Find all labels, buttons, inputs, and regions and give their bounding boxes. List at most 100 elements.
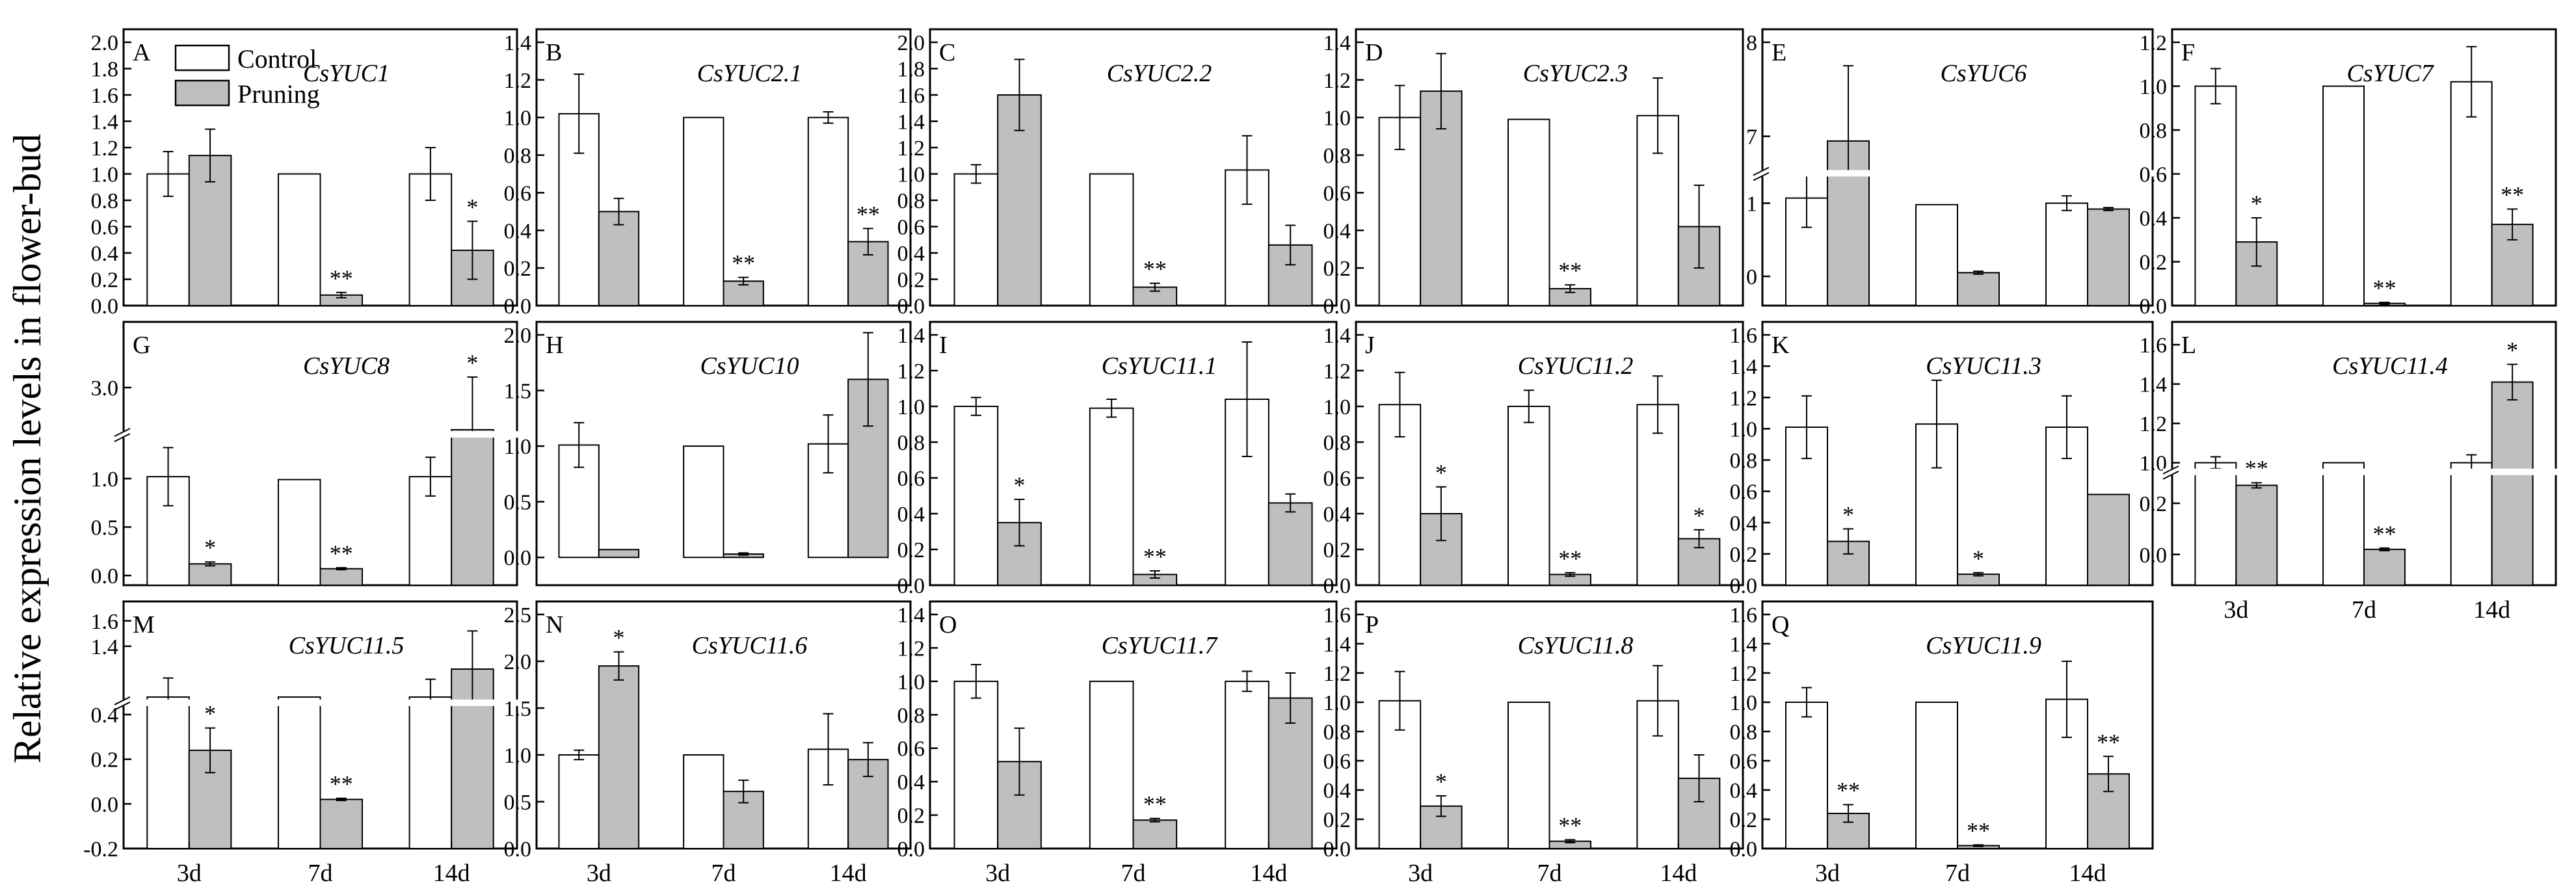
significance-mark: *	[2506, 337, 2518, 363]
y-tick-label: 1.0	[2140, 75, 2168, 99]
panel-letter: K	[1772, 332, 1790, 359]
y-tick-label: 2.0	[504, 324, 532, 348]
y-tick-label: 0.2	[2140, 251, 2168, 275]
panel-letter: E	[1772, 39, 1786, 66]
control-bar-7d	[2322, 462, 2365, 586]
y-tick-label: 0.2	[91, 269, 119, 293]
y-tick-label: 0.0	[91, 564, 119, 588]
y-tick-label: 0.5	[91, 516, 119, 540]
y-tick-label: 1.2	[2140, 412, 2168, 436]
y-tick-label: 0.2	[1323, 808, 1351, 832]
main-y-axis-label: Relative expression levels in flower-bud	[6, 134, 49, 764]
gene-title: CsYUC11.6	[692, 632, 808, 659]
control-bar-14d	[2045, 202, 2088, 306]
control-bar-3d	[953, 680, 999, 850]
control-bar-7d	[1089, 680, 1134, 850]
y-tick-label: 0.5	[504, 791, 532, 815]
significance-mark: **	[1143, 791, 1167, 817]
panel-frame	[535, 321, 912, 586]
pruning-bar-7d	[319, 798, 364, 850]
y-tick-label: 1.2	[1730, 386, 1758, 410]
y-tick-label: 3.0	[91, 376, 119, 401]
y-tick-label: 1.4	[1323, 31, 1351, 55]
control-bar-14d	[1225, 680, 1269, 850]
control-bar-7d	[683, 445, 724, 559]
pruning-bar-3d	[598, 549, 640, 559]
pruning-bar-14d	[1268, 502, 1313, 586]
significance-mark: *	[1842, 501, 1854, 527]
gene-title: CsYUC6	[1940, 60, 2026, 87]
y-tick-label: 0.0	[1323, 295, 1351, 319]
y-tick-label: 0.8	[1323, 431, 1351, 455]
y-tick-label: 2.5	[504, 603, 532, 627]
control-bar-3d	[2194, 462, 2237, 586]
legend-control-label: Control	[237, 44, 317, 73]
y-tick-label: 1.5	[504, 697, 532, 721]
panel-C: 0.00.2 0.40.6 0.81.01.21.4 1.61.8 2.0 C CsYUC2…	[897, 28, 1338, 319]
gene-title: CsYUC11.1	[1102, 352, 1217, 380]
y-tick-label: 1.2	[897, 360, 925, 384]
y-tick-label: 0.8	[91, 189, 119, 213]
panel-letter: L	[2181, 332, 2196, 359]
control-bar-7d	[1507, 702, 1550, 849]
control-bar-7d	[1089, 173, 1134, 306]
gene-title: CsYUC1	[303, 60, 390, 87]
x-tick-label: 3d	[1408, 860, 1433, 887]
y-tick-label: 1.4	[91, 111, 119, 135]
panel-A: 0.00.2 0.40.6 0.81.01.21.4 1.61.8 2.0 A CsYUC1…	[91, 28, 518, 319]
panel-K: 0.0 0.2 0.4 0.6 0.8 1.0 1.2 1.4 1.6 K CsYUC11.3 * *	[1730, 321, 2154, 598]
x-tick-label: 7d	[1537, 860, 1562, 887]
legend-pruning-swatch	[174, 79, 230, 107]
axis-break-gap	[114, 699, 526, 706]
y-tick-label: 0.4	[1323, 219, 1351, 243]
x-tick-label: 14d	[1660, 860, 1697, 887]
y-tick-label: 0.0	[2140, 295, 2168, 319]
control-bar-7d	[277, 696, 321, 849]
panel-P: 0.00.20.40.60.81.01.21.41.6 PCsYUC11.8***…	[1323, 600, 1744, 887]
y-tick-label: 0.4	[91, 704, 119, 728]
significance-mark: **	[2372, 275, 2396, 301]
y-tick-label: 0.0	[1323, 837, 1351, 862]
panel-letter: M	[133, 611, 155, 639]
y-tick-label: 0.2	[1730, 543, 1758, 567]
control-bar-3d	[146, 696, 190, 849]
y-tick-label: 0.0	[897, 574, 925, 598]
y-tick-label: 0.6	[1730, 481, 1758, 505]
y-tick-label: 0.6	[897, 737, 925, 761]
gene-title: CsYUC2.2	[1107, 60, 1212, 87]
y-tick-label: 0.8	[1323, 144, 1351, 168]
y-tick-label: 0.0	[504, 546, 532, 570]
y-tick-label: 1.0	[897, 395, 925, 419]
pruning-bar-3d	[2235, 484, 2278, 586]
y-tick-label: 0.8	[1730, 449, 1758, 473]
y-tick-label: 0.5	[504, 491, 532, 515]
x-tick-label: 7d	[308, 860, 333, 887]
pruning-bar-14d	[2087, 208, 2130, 306]
panel-letter: G	[133, 332, 150, 359]
control-bar-3d	[953, 406, 999, 586]
y-tick-label: 0.8	[504, 144, 532, 168]
y-tick-label: 0.4	[1323, 503, 1351, 527]
significance-mark: **	[2501, 182, 2524, 208]
y-tick-label: 0.0	[897, 837, 925, 862]
y-tick-label: 0.4	[2140, 207, 2168, 231]
significance-mark: **	[1558, 546, 1582, 572]
y-tick-label: 1.2	[1323, 69, 1351, 93]
control-bar-14d	[2450, 81, 2493, 306]
y-tick-label: 0.6	[1323, 750, 1351, 774]
control-bar-7d	[277, 479, 321, 586]
y-tick-label: 1.4	[2140, 373, 2168, 397]
panel-B: 0.0 0.2 0.4 0.6 0.8 1.0 1.2 1.4 B CsYUC2.1 ** **	[504, 28, 912, 319]
y-tick-label: 0.4	[897, 503, 925, 527]
y-tick-label: 0	[1746, 265, 1757, 289]
gene-title: CsYUC2.1	[697, 60, 803, 87]
y-tick-label: 1.0	[91, 468, 119, 492]
y-tick-label: 1.2	[504, 69, 532, 93]
y-tick-label: 1.0	[897, 670, 925, 694]
x-tick-label: 3d	[985, 860, 1010, 887]
significance-mark: *	[1435, 769, 1447, 795]
y-tick-label: 0.8	[897, 189, 925, 213]
